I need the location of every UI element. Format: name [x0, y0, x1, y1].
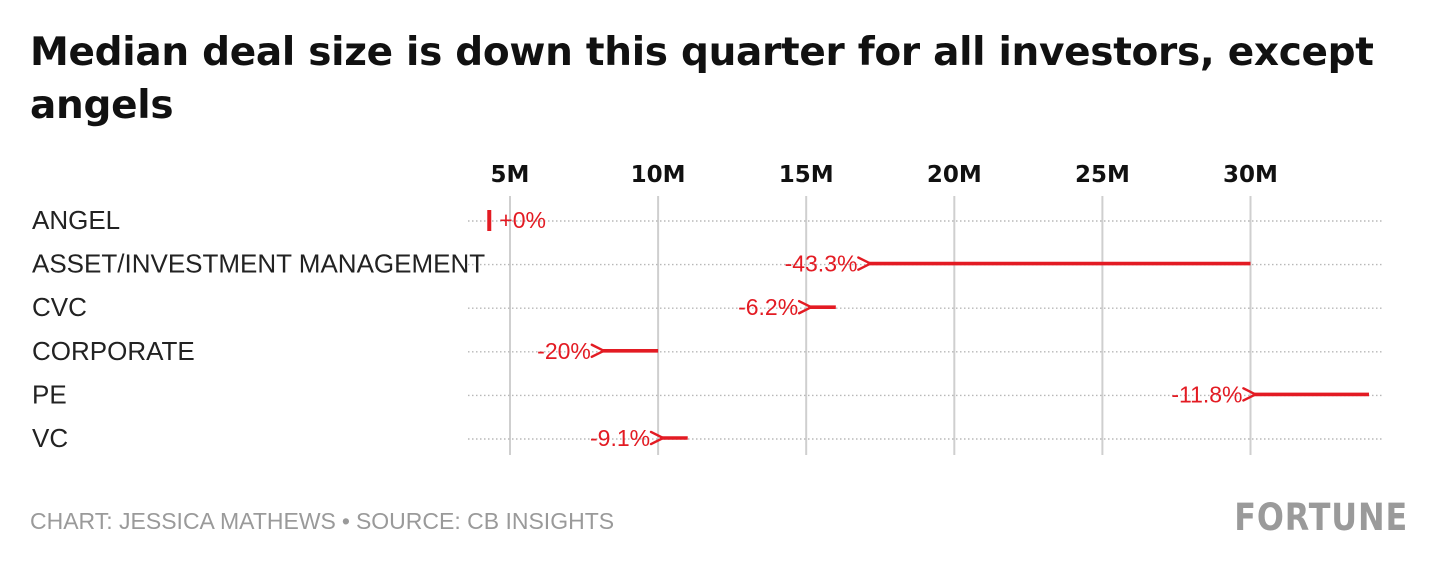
- category-label: ANGEL: [32, 205, 120, 235]
- chart-title: Median deal size is down this quarter fo…: [30, 30, 1374, 128]
- x-tick-label: 25M: [1075, 162, 1130, 188]
- x-tick-label: 30M: [1223, 162, 1278, 188]
- credit-source: SOURCE: CB INSIGHTS: [355, 508, 615, 534]
- category-label: ASSET/INVESTMENT MANAGEMENT: [32, 249, 485, 279]
- x-tick-label: 5M: [491, 162, 530, 188]
- credit-separator: •: [341, 508, 350, 534]
- x-axis-ticks: 5M 10M 15M 20M 25M 30M: [491, 162, 1278, 188]
- change-label: -20%: [537, 338, 591, 364]
- change-label: -11.8%: [1171, 381, 1242, 407]
- change-label: -6.2%: [738, 294, 798, 320]
- x-tick-label: 15M: [779, 162, 834, 188]
- gridlines: [468, 196, 1384, 455]
- change-label: -9.1%: [590, 425, 650, 451]
- arrow-marks: +0% -43.3% -6.2% -20% -11.8% -9.1%: [487, 207, 1369, 451]
- category-rows: ANGEL ASSET/INVESTMENT MANAGEMENT CVC CORPO…: [32, 205, 485, 453]
- category-label: VC: [32, 423, 68, 453]
- x-tick-label: 10M: [631, 162, 686, 188]
- category-label: PE: [32, 379, 67, 409]
- x-tick-label: 20M: [927, 162, 982, 188]
- credit-author: CHART: JESSICA MATHEWS: [30, 508, 336, 534]
- change-label: -43.3%: [785, 251, 858, 277]
- arrow-chart: 5M 10M 15M 20M 25M 30M ANGEL ASSET/INVESTMENT …: [32, 162, 1384, 455]
- fortune-logo: FORTUNE: [1234, 496, 1408, 539]
- change-label: +0%: [499, 207, 546, 233]
- chart-credit: CHART: JESSICA MATHEWS • SOURCE: CB INSIGH…: [30, 508, 614, 535]
- category-label: CORPORATE: [32, 336, 195, 366]
- category-label: CVC: [32, 292, 87, 322]
